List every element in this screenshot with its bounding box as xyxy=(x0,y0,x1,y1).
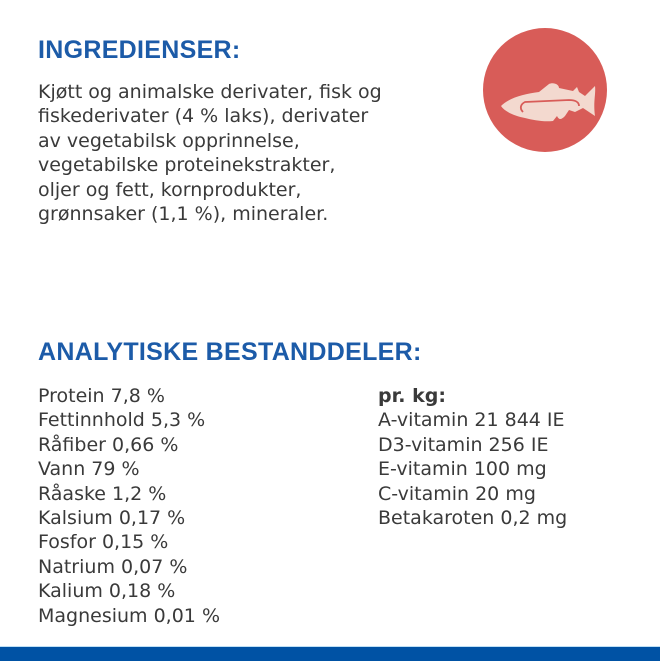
per-kg-label: pr. kg: xyxy=(378,385,446,407)
fish-icon xyxy=(501,83,596,122)
list-item: D3-vitamin 256 IE xyxy=(378,433,549,456)
ingredients-line: vegetabilske proteinekstrakter, xyxy=(38,154,336,177)
list-item: Kalsium 0,17 % xyxy=(38,507,186,530)
list-item: Magnesium 0,01 % xyxy=(38,604,220,627)
ingredients-line: fiskederivater (4 % laks), derivater xyxy=(38,105,369,128)
list-item: C-vitamin 20 mg xyxy=(378,482,536,505)
list-item: Fettinnhold 5,3 % xyxy=(38,409,206,432)
list-item: Vann 79 % xyxy=(38,458,140,481)
analytical-heading: ANALYTISKE BESTANDDELER: xyxy=(38,338,422,366)
list-item: Betakaroten 0,2 mg xyxy=(378,507,568,530)
list-item: Kalium 0,18 % xyxy=(38,580,176,603)
analytical-right-list: pr. kg: A-vitamin 21 844 IE D3-vitamin 2… xyxy=(378,384,567,530)
list-item: Protein 7,8 % xyxy=(38,385,165,407)
list-item: E-vitamin 100 mg xyxy=(378,458,547,481)
ingredients-line: Kjøtt og animalske derivater, fisk og xyxy=(38,81,382,103)
list-item: A-vitamin 21 844 IE xyxy=(378,409,565,432)
ingredients-line: oljer og fett, kornprodukter, xyxy=(38,178,302,201)
ingredients-line: grønnsaker (1,1 %), mineraler. xyxy=(38,203,329,226)
list-item: Fosfor 0,15 % xyxy=(38,531,169,554)
ingredients-heading: INGREDIENSER: xyxy=(38,36,241,64)
list-item: Natrium 0,07 % xyxy=(38,555,188,578)
list-item: Råaske 1,2 % xyxy=(38,482,167,505)
ingredients-line: av vegetabilsk opprinnelse, xyxy=(38,129,300,152)
list-item: Råfiber 0,66 % xyxy=(38,433,179,456)
analytical-left-list: Protein 7,8 % Fettinnhold 5,3 % Råfiber … xyxy=(38,384,220,628)
ingredients-text: Kjøtt og animalske derivater, fisk og fi… xyxy=(38,80,382,226)
fish-badge xyxy=(483,28,607,152)
bottom-bar xyxy=(0,646,660,661)
